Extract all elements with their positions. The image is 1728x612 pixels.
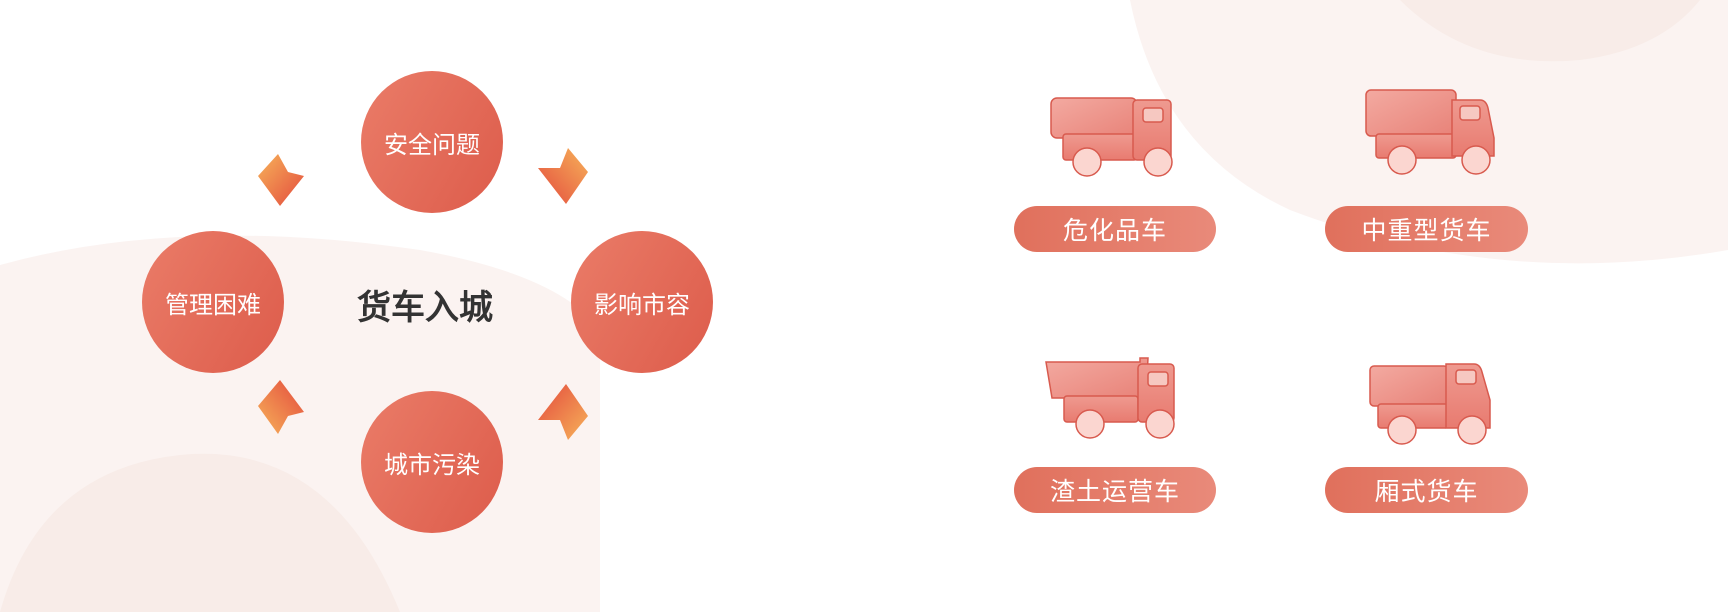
node-top-label: 安全问题 (384, 130, 480, 159)
vehicle-label-heavy: 中重型货车 (1325, 206, 1528, 252)
vehicle-label-dump: 渣土运营车 (1014, 467, 1216, 513)
arrow-bottom-right-icon (538, 384, 588, 440)
center-title: 货车入城 (357, 288, 493, 328)
heavy-truck-icon (1365, 89, 1495, 175)
node-right: 影响市容 (571, 231, 713, 373)
node-bottom: 城市污染 (361, 391, 503, 533)
dump-truck-icon (1045, 357, 1175, 439)
arrow-top-right-icon (538, 148, 588, 204)
arrow-bottom-left-icon (258, 380, 304, 434)
tanker-truck-icon (1050, 97, 1173, 177)
arrow-top-left-icon (258, 154, 304, 206)
vehicle-label-hazmat: 危化品车 (1014, 206, 1216, 252)
node-right-label: 影响市容 (594, 290, 690, 319)
node-left-label: 管理困难 (165, 290, 261, 319)
vehicle-label-box: 厢式货车 (1325, 467, 1528, 513)
node-left: 管理困难 (142, 231, 284, 373)
box-truck-icon (1369, 363, 1491, 445)
node-bottom-label: 城市污染 (384, 450, 480, 479)
node-top: 安全问题 (361, 71, 503, 213)
